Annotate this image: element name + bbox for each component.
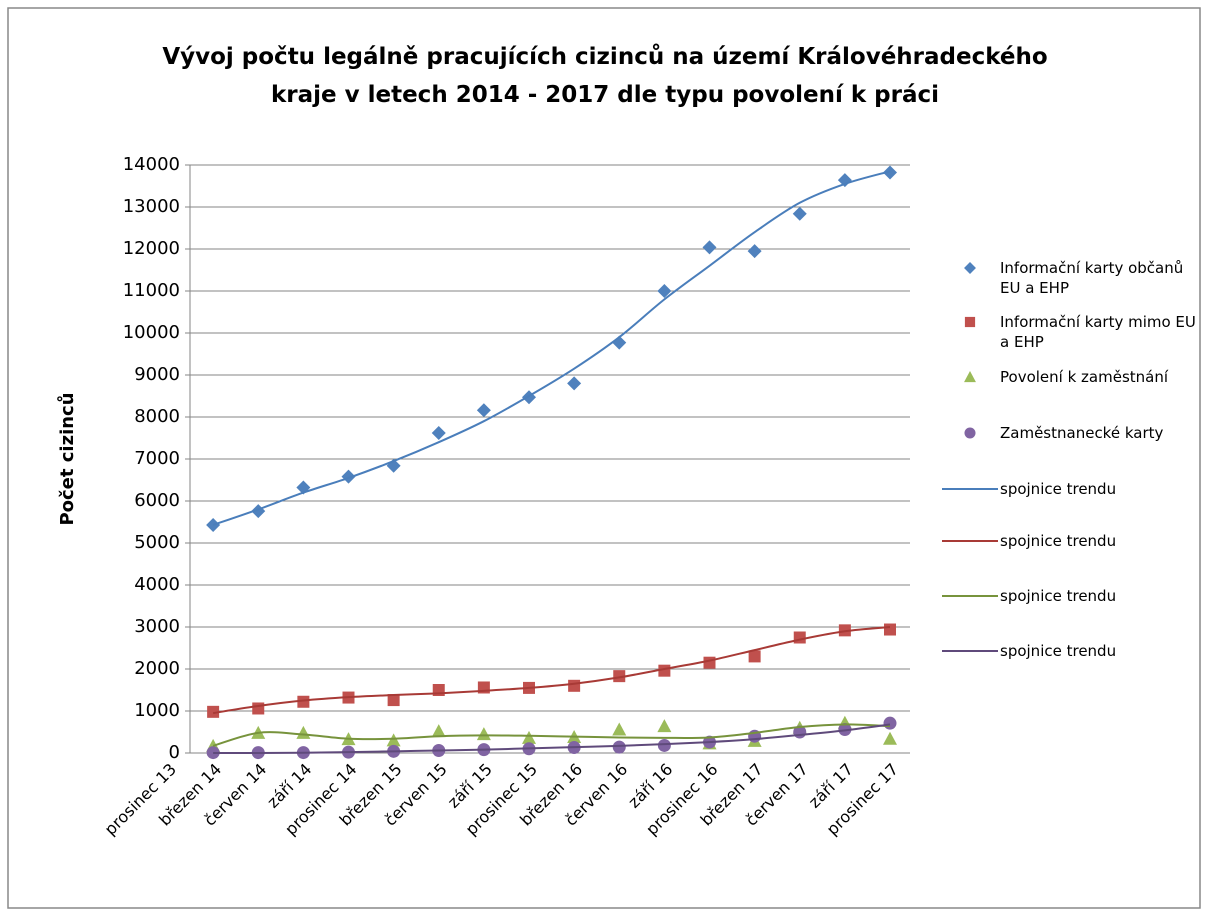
marker-diamond [476, 403, 491, 418]
marker-diamond [747, 244, 762, 259]
marker-square [793, 631, 806, 644]
marker-circle [964, 427, 976, 439]
y-tick-label: 4000 [134, 574, 180, 595]
legend-label: spojnice trendu [1000, 587, 1117, 605]
y-tick-label: 2000 [134, 658, 180, 679]
marker-diamond [883, 165, 897, 180]
marker-square [207, 705, 220, 718]
marker-square [252, 702, 265, 715]
marker-diamond [657, 284, 672, 298]
trend-line [213, 723, 891, 755]
marker-diamond [964, 262, 976, 274]
marker-circle [612, 740, 626, 754]
marker-square [297, 695, 310, 708]
legend-label: spojnice trendu [1000, 532, 1117, 550]
marker-triangle [522, 730, 536, 744]
marker-diamond [702, 240, 717, 255]
y-tick-label: 12000 [123, 238, 180, 259]
legend-label: Informační karty mimo EU a EHP [1000, 313, 1196, 351]
marker-circle [883, 716, 897, 730]
y-tick-label: 5000 [134, 532, 180, 553]
y-tick-label: 11000 [123, 280, 180, 301]
marker-circle [206, 746, 220, 760]
legend-label: spojnice trendu [1000, 480, 1117, 498]
marker-square [387, 694, 400, 707]
y-tick-label: 14000 [123, 154, 180, 175]
marker-triangle [883, 731, 897, 745]
marker-triangle [476, 727, 491, 741]
marker-diamond [792, 206, 807, 221]
y-tick-label: 10000 [123, 322, 180, 343]
legend-label: Informační karty občanů EU a EHP [1000, 259, 1184, 297]
y-tick-label: 3000 [134, 616, 180, 637]
marker-triangle [964, 371, 976, 383]
marker-square [748, 650, 761, 663]
trend-line [212, 626, 891, 715]
trend-line [212, 170, 891, 526]
chart-title: Vývoj počtu legálně pracujících cizinců … [162, 44, 1048, 108]
marker-square [613, 670, 626, 683]
y-tick-label: 0 [169, 742, 180, 763]
marker-square [884, 623, 896, 636]
legend-label: Zaměstnanecké karty [1000, 424, 1164, 442]
y-axis-label: Počet cizinců [56, 392, 78, 525]
marker-square [568, 679, 581, 692]
marker-diamond [431, 425, 446, 440]
y-tick-label: 6000 [134, 490, 180, 511]
marker-triangle [612, 722, 627, 736]
y-tick-label: 13000 [123, 196, 180, 217]
y-tick-label: 1000 [134, 700, 180, 721]
marker-triangle [386, 733, 401, 747]
frame [7, 7, 1201, 909]
trend-line [212, 723, 891, 747]
y-tick-label: 7000 [134, 448, 180, 469]
marker-square [964, 316, 976, 328]
marker-triangle [657, 719, 672, 733]
marker-circle [657, 738, 671, 752]
legend-label: spojnice trendu [1000, 642, 1117, 660]
marker-diamond [567, 376, 582, 391]
y-tick-label: 9000 [134, 364, 180, 385]
marker-triangle [431, 724, 446, 738]
legend-label: Povolení k zaměstnání [1000, 368, 1169, 386]
y-tick-label: 8000 [134, 406, 180, 427]
marker-square [703, 656, 716, 669]
